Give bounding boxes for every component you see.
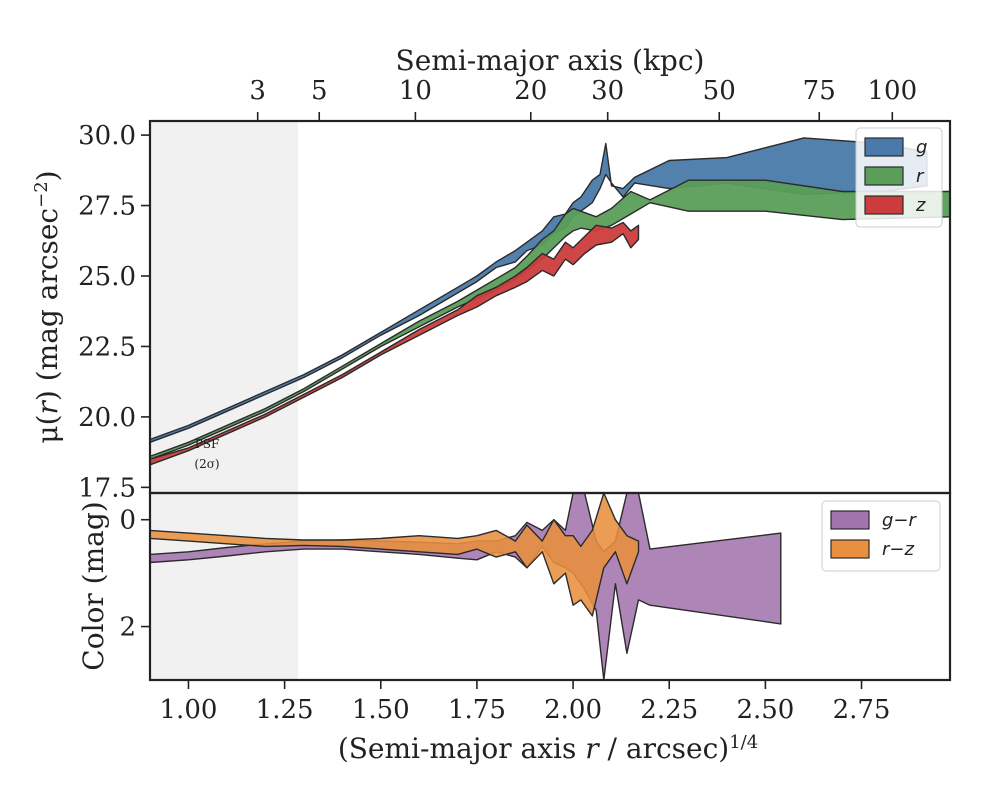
legend-swatch-r [864, 166, 904, 186]
legend-swatch-g [864, 137, 904, 157]
color-y-tick-label: 0 [119, 506, 136, 536]
legend-swatch-r-z [830, 539, 870, 559]
kpc-tick-label: 30 [591, 76, 624, 106]
psf-label-sigma: (2σ) [194, 457, 219, 471]
y-tick-label: 30.0 [78, 121, 136, 151]
legend-swatch-g-r [830, 510, 870, 530]
x-axis-ticks: 1.00 1.25 1.50 1.75 2.00 2.25 2.50 2.75 [160, 680, 891, 725]
legend-label-z: z [915, 195, 926, 216]
legend-label-r-z: r−z [882, 539, 914, 560]
color-legend: g−r r−z [821, 500, 941, 572]
kpc-tick-label: 10 [399, 76, 432, 106]
y-tick-label: 17.5 [78, 473, 136, 503]
surface-brightness-legend: grz [855, 127, 943, 228]
bottom-panel-frame [148, 491, 952, 682]
kpc-tick-label: 75 [803, 76, 836, 106]
x-tick-label: 2.75 [833, 695, 891, 725]
band-z [150, 221, 640, 466]
kpc-tick-label: 20 [514, 76, 547, 106]
y-tick-label: 20.0 [78, 403, 136, 433]
y-tick-label: 27.5 [78, 192, 136, 222]
color-axis-title: Color (mag) [77, 501, 110, 670]
mu-axis-title: μ(r) (mag arcsec−2) [31, 170, 65, 443]
kpc-axis-ticks: 3 5 10 20 30 50 75 100 [249, 76, 917, 121]
kpc-tick-label: 3 [249, 76, 266, 106]
psf-shade [150, 121, 299, 493]
psf-label: PSF [195, 437, 220, 451]
legend-label-g-r: g−r [882, 510, 918, 531]
kpc-tick-label: 5 [311, 76, 328, 106]
kpc-axis-title: Semi-major axis (kpc) [396, 44, 705, 77]
y-tick-label: 25.0 [78, 262, 136, 292]
top-y-axis-ticks: 17.5 20.0 22.5 25.0 27.5 30.0 [78, 121, 150, 503]
y-tick-label: 22.5 [78, 332, 136, 362]
x-tick-label: 1.75 [448, 695, 506, 725]
x-tick-label: 2.50 [736, 695, 794, 725]
legend-swatch-z [864, 195, 904, 215]
legend-label-g: g [916, 137, 927, 158]
x-axis-title: (Semi-major axis r / arcsec)1/4 [338, 732, 758, 766]
color-y-tick-label: 2 [119, 613, 136, 643]
x-tick-label: 1.00 [160, 695, 218, 725]
x-tick-label: 1.50 [352, 695, 410, 725]
x-tick-label: 2.00 [544, 695, 602, 725]
band-r-z [150, 493, 640, 617]
legend-label-r: r [916, 166, 925, 187]
kpc-tick-label: 100 [867, 76, 917, 106]
kpc-tick-label: 50 [703, 76, 736, 106]
color-y-axis-ticks: 02 [119, 506, 150, 643]
x-tick-label: 1.25 [256, 695, 314, 725]
surface-brightness-panel: PSF (2σ) 17.5 20.0 22.5 25.0 27.5 30.0 3 5 10 20… [31, 44, 950, 503]
color-panel: 02 1.00 1.25 1.50 1.75 2.00 2.25 2.50 2.75 Colo… [77, 493, 941, 766]
color-bands [150, 493, 782, 680]
psf-shade-bottom [150, 493, 299, 680]
x-tick-label: 2.25 [640, 695, 698, 725]
